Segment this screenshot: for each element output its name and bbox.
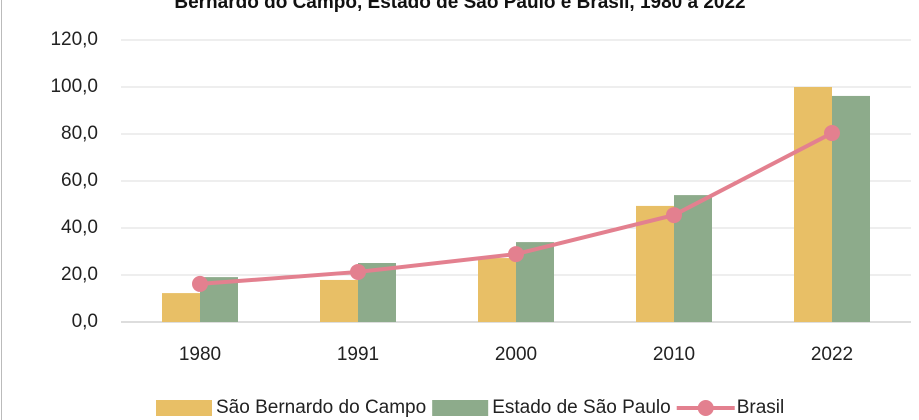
y-tick-label: 100,0 xyxy=(50,76,98,97)
chart-title: Bernardo do Campo, Estado de São Paulo e… xyxy=(174,0,745,13)
line-marker xyxy=(508,246,524,263)
line-marker xyxy=(666,207,682,224)
legend-label: Brasil xyxy=(737,397,785,418)
y-tick-label: 0,0 xyxy=(72,311,98,332)
line-marker xyxy=(350,263,366,280)
legend-swatch xyxy=(432,400,489,416)
bar xyxy=(320,279,358,322)
y-tick-label: 40,0 xyxy=(61,217,98,238)
bar xyxy=(636,205,674,322)
bar xyxy=(162,293,200,322)
legend-label: Estado de São Paulo xyxy=(492,397,671,418)
y-tick-label: 120,0 xyxy=(50,29,98,50)
line-marker xyxy=(824,125,840,142)
x-tick-label: 2022 xyxy=(811,344,853,365)
x-tick-label: 2000 xyxy=(495,344,537,365)
bar xyxy=(794,87,832,322)
legend-label: São Bernardo do Campo xyxy=(216,397,426,418)
y-tick-label: 60,0 xyxy=(61,170,98,191)
line-marker xyxy=(192,275,208,292)
y-tick-label: 80,0 xyxy=(61,123,98,144)
y-tick-label: 20,0 xyxy=(61,264,98,285)
legend-swatch xyxy=(697,400,714,416)
x-tick-label: 1980 xyxy=(179,344,221,365)
x-tick-label: 1991 xyxy=(337,344,379,365)
legend-swatch xyxy=(156,400,212,416)
x-tick-label: 2010 xyxy=(653,344,695,365)
bar xyxy=(478,258,516,322)
